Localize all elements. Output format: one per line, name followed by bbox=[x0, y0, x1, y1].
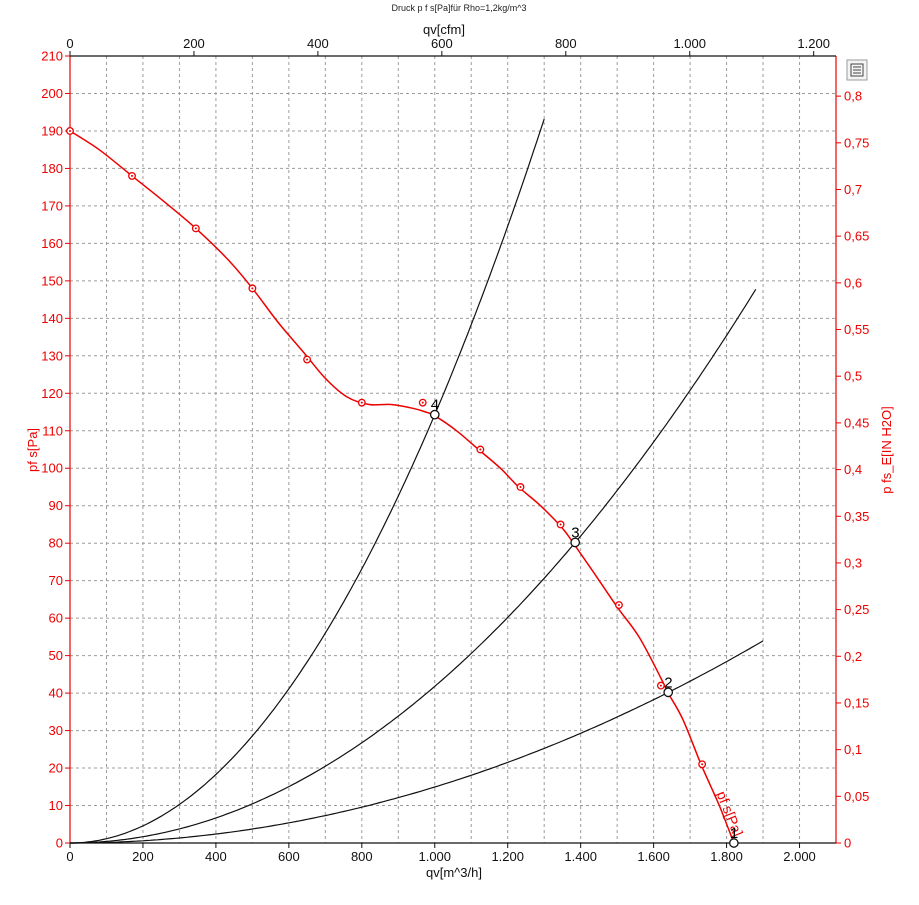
x2-tick-label: 600 bbox=[431, 36, 453, 51]
y-tick-label: 0 bbox=[56, 836, 63, 851]
operating-point-label-4: 4 bbox=[431, 397, 439, 414]
system-curve bbox=[70, 640, 764, 844]
x-tick-label: 1.000 bbox=[418, 849, 451, 864]
x2-tick-label: 800 bbox=[555, 36, 577, 51]
y-tick-label: 150 bbox=[41, 273, 63, 288]
operating-point-label-2: 2 bbox=[664, 674, 672, 691]
y-tick-label: 170 bbox=[41, 198, 63, 213]
y2-tick-label: 0,65 bbox=[844, 229, 869, 244]
x-tick-label: 400 bbox=[205, 849, 227, 864]
tick-labels: 0 200 400 600 800 1.000 1.200 1.400 1.600 1.800 2.… bbox=[41, 36, 869, 864]
system-curve bbox=[70, 288, 757, 844]
fan-curve-marker-dot bbox=[617, 604, 620, 607]
x-tick-label: 0 bbox=[66, 849, 73, 864]
fan-curve-marker-dot bbox=[421, 401, 424, 404]
operating-points: 1 2 3 4 bbox=[429, 397, 739, 848]
operating-point-1 bbox=[729, 838, 739, 848]
fan-curve-marker-dot bbox=[194, 227, 197, 230]
y-tick-label: 70 bbox=[49, 573, 63, 588]
x-tick-label: 2.000 bbox=[783, 849, 816, 864]
y-tick-label: 210 bbox=[41, 49, 63, 64]
fan-curve-marker-dot bbox=[701, 763, 704, 766]
y2-axis-title: p fs_E[IN H2O] bbox=[879, 406, 894, 493]
fan-curve-marker-dot bbox=[659, 684, 662, 687]
y-tick-label: 100 bbox=[41, 461, 63, 476]
y-tick-label: 110 bbox=[42, 423, 63, 438]
x2-tick-label: 0 bbox=[66, 36, 73, 51]
chart-title: Druck p f s[Pa]für Rho=1,2kg/m^3 bbox=[391, 3, 526, 13]
y-tick-label: 80 bbox=[49, 536, 63, 551]
x-tick-label: 1.800 bbox=[710, 849, 743, 864]
x2-tick-label: 1.000 bbox=[673, 36, 706, 51]
fan-curve-marker-dot bbox=[251, 287, 254, 290]
y-tick-label: 190 bbox=[41, 123, 63, 138]
x-tick-label: 1.600 bbox=[637, 849, 670, 864]
x2-tick-label: 400 bbox=[307, 36, 329, 51]
y-tick-label: 200 bbox=[41, 86, 63, 101]
y2-tick-label: 0,7 bbox=[844, 182, 862, 197]
zoom-fit-icon[interactable] bbox=[846, 59, 868, 81]
x-tick-label: 200 bbox=[132, 849, 154, 864]
y2-tick-label: 0,5 bbox=[844, 369, 862, 384]
y-tick-label: 120 bbox=[41, 386, 63, 401]
fan-curve-marker-dot bbox=[131, 174, 134, 177]
y2-tick-label: 0,45 bbox=[844, 415, 869, 430]
fan-curve-marker-dot bbox=[519, 485, 522, 488]
y2-tick-label: 0,6 bbox=[844, 275, 862, 290]
operating-point-label-1: 1 bbox=[730, 825, 738, 842]
y2-tick-label: 0,05 bbox=[844, 789, 869, 804]
y-tick-label: 30 bbox=[49, 723, 63, 738]
fan-curve-marker-dot bbox=[306, 358, 309, 361]
operating-point-3 bbox=[570, 537, 581, 548]
y-tick-label: 40 bbox=[49, 686, 63, 701]
x-tick-label: 1.400 bbox=[564, 849, 597, 864]
x-tick-label: 1.200 bbox=[491, 849, 524, 864]
grid-lines bbox=[70, 56, 836, 843]
x2-tick-label: 1.200 bbox=[797, 36, 830, 51]
y2-tick-label: 0,4 bbox=[844, 462, 862, 477]
y-tick-label: 130 bbox=[41, 348, 63, 363]
system-curve bbox=[70, 118, 545, 844]
x2-axis-title: qv[cfm] bbox=[423, 22, 465, 37]
y-tick-label: 60 bbox=[49, 611, 63, 626]
y-tick-label: 90 bbox=[49, 498, 63, 513]
fan-curve-marker-dot bbox=[479, 448, 482, 451]
y2-tick-label: 0,15 bbox=[844, 695, 869, 710]
y-axis-title: pf s[Pa] bbox=[25, 428, 40, 472]
y2-tick-label: 0 bbox=[844, 836, 851, 851]
axes bbox=[65, 51, 841, 848]
y-tick-label: 10 bbox=[49, 798, 63, 813]
operating-point-2 bbox=[663, 687, 674, 698]
operating-point-label-3: 3 bbox=[571, 524, 579, 541]
fan-curve-marker-dot bbox=[69, 129, 71, 132]
fan-curve-marker-dot bbox=[559, 523, 562, 526]
fan-curve-marker-dot bbox=[360, 401, 363, 404]
y-tick-label: 140 bbox=[41, 311, 63, 326]
x-tick-label: 600 bbox=[278, 849, 300, 864]
y2-tick-label: 0,75 bbox=[844, 135, 869, 150]
operating-point-4 bbox=[429, 409, 440, 420]
y2-tick-label: 0,35 bbox=[844, 509, 869, 524]
x2-tick-label: 200 bbox=[183, 36, 205, 51]
y-tick-label: 160 bbox=[41, 236, 63, 251]
y-tick-label: 50 bbox=[49, 648, 63, 663]
y-tick-label: 20 bbox=[49, 761, 63, 776]
x-tick-label: 800 bbox=[351, 849, 373, 864]
y2-tick-label: 0,55 bbox=[844, 322, 869, 337]
fan-curve-line bbox=[69, 130, 735, 844]
x-axis-title: qv[m^3/h] bbox=[426, 865, 482, 880]
y2-tick-label: 0,8 bbox=[844, 89, 862, 104]
y-tick-label: 180 bbox=[41, 161, 63, 176]
curves: pf s[Pa] bbox=[66, 118, 764, 844]
y2-tick-label: 0,25 bbox=[844, 602, 869, 617]
y2-tick-label: 0,1 bbox=[844, 742, 862, 757]
y2-tick-label: 0,2 bbox=[844, 649, 862, 664]
y2-tick-label: 0,3 bbox=[844, 555, 862, 570]
